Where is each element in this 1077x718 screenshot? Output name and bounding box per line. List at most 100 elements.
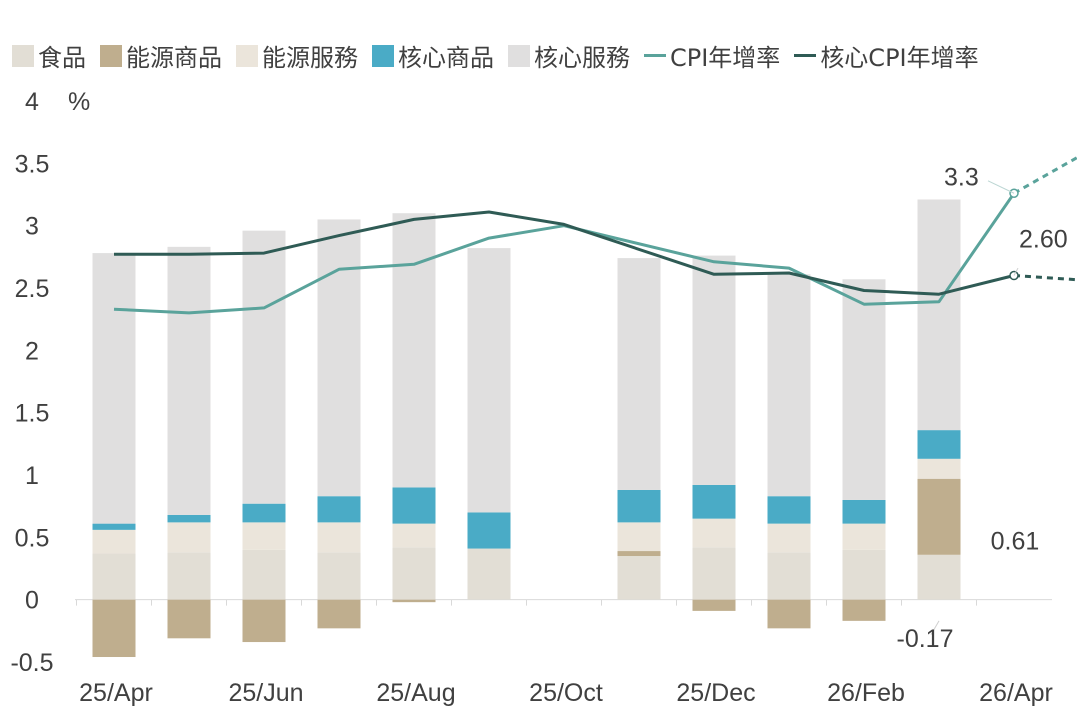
bar-segment-1-25-Jun [242,599,286,643]
y-tick-label: 4 [25,88,39,116]
bar-segment-4-25-Jun [242,230,286,504]
leader-energy-goods-feb [930,620,940,635]
forecast-line-1 [1013,274,1077,282]
forecast-line-0 [1013,155,1077,195]
bar-segment-0-25-Aug [392,547,436,600]
legend-item-core-cpi: 核心CPI年增率 [794,38,979,73]
legend-line-cpi [644,54,666,57]
bar-segment-3-25-Aug [392,487,436,524]
bar-segment-1-25-Dec [692,599,736,611]
data-label-energy-goods-mar: 0.61 [991,528,1040,556]
legend-item-core-goods: 核心商品 [372,38,494,73]
x-tick-label: 26/Feb [827,679,905,707]
bar-segment-0-26-Mar [917,554,961,600]
legend-item-energy-services: 能源服務 [236,38,358,73]
bar-segment-0-25-Apr [92,553,136,600]
bar-segment-0-25-Jul [317,552,361,600]
bar-segment-1-25-May [167,599,211,639]
legend-swatch-core-services [508,44,530,67]
y-unit-label: % [68,88,90,116]
legend-item-cpi: CPI年增率 [644,38,780,73]
bar-segment-1-25-Apr [92,599,136,658]
bar-segment-3-26-Jan [767,496,811,524]
bar-segment-2-25-Jul [317,522,361,553]
bar-segment-3-25-Sep [467,512,511,549]
bar-segment-2-25-Aug [392,523,436,548]
leader-cpi-last [987,180,1015,194]
bar-segment-4-25-Apr [92,253,136,524]
legend-item-core-services: 核心服務 [508,38,630,73]
bar-segment-4-25-May [167,246,211,515]
data-label-energy-goods-feb: -0.17 [897,625,954,653]
bar-segment-3-25-Nov [617,489,661,523]
x-tick-label: 25/Aug [376,679,455,707]
legend-item-food: 食品 [12,38,86,73]
bar-segment-1-25-Nov [617,551,661,557]
legend-swatch-food [12,44,34,67]
bar-segment-2-25-May [167,522,211,553]
bar-segment-1-25-Aug [392,599,436,603]
legend-label-energy-services: 能源服務 [262,44,358,72]
data-label-core-last: 2.60 [1019,226,1068,254]
leader-core-last [1013,267,1019,276]
legend-line-core-cpi [794,54,817,57]
bar-segment-4-26-Feb [842,279,886,500]
bar-segment-0-25-May [167,552,211,600]
bar-segment-4-25-Sep [467,248,511,513]
y-tick-label: -0.5 [10,649,53,677]
bar-segment-0-25-Jun [242,549,286,600]
bar-segment-4-25-Jul [317,219,361,497]
x-tick-label: 25/Oct [529,679,603,707]
y-tick-label: 1 [25,462,39,490]
bar-segment-1-25-Jul [317,599,361,629]
line-1 [114,210,1015,296]
bar-segment-3-25-Dec [692,484,736,519]
bar-segment-4-25-Aug [392,213,436,488]
bar-segment-3-25-Jun [242,503,286,523]
bar-segment-3-25-Jul [317,496,361,523]
legend-swatch-energy-services [236,44,258,67]
bar-segment-2-25-Nov [617,522,661,552]
y-tick-label: 3 [25,213,39,241]
bar-segment-2-26-Feb [842,523,886,550]
legend-swatch-energy-goods [100,44,122,67]
y-tick-label: 0 [25,587,39,615]
bar-segment-4-25-Dec [692,255,736,485]
y-tick-label: 3.5 [15,150,50,178]
legend-swatch-core-goods [372,44,394,67]
bar-segment-2-26-Jan [767,523,811,553]
bar-segment-1-26-Feb [842,599,886,621]
line-0 [113,192,1016,315]
y-tick-label: 0.5 [15,524,50,552]
bar-segment-0-25-Sep [467,548,511,600]
legend-label-cpi: CPI年增率 [670,44,781,72]
legend-label-core-cpi: 核心CPI年增率 [820,44,979,72]
bar-segment-0-25-Nov [617,556,661,600]
bar-segment-3-25-Apr [92,523,136,530]
legend-item-energy-goods: 能源商品 [100,38,222,73]
bar-segment-2-25-Apr [92,529,136,554]
legend-label-core-goods: 核心商品 [398,44,494,72]
bar-segment-3-25-May [167,514,211,523]
bar-segment-0-26-Jan [767,552,811,600]
bar-segment-3-26-Mar [917,430,961,459]
x-tick-label: 26/Apr [979,679,1053,707]
y-tick-label: 2.5 [15,275,50,303]
y-tick-label: 2 [25,337,39,365]
data-label-cpi-last: 3.3 [944,163,979,191]
bar-segment-2-26-Mar [917,458,961,479]
bar-segment-4-26-Mar [917,199,961,431]
legend-label-energy-goods: 能源商品 [126,44,222,72]
legend-label-food: 食品 [38,44,86,72]
chart-legend: 食品 能源商品 能源服務 核心商品 核心服務 CPI年增率 核心CPI年增率 [12,38,979,73]
legend-label-core-services: 核心服務 [534,44,630,72]
x-tick-label: 25/Apr [79,679,153,707]
x-tick-label: 25/Jun [228,679,303,707]
bar-segment-0-25-Dec [692,547,736,600]
bar-segment-2-25-Jun [242,522,286,550]
bar-segment-2-25-Dec [692,518,736,548]
bar-segment-0-26-Feb [842,549,886,600]
bar-segment-3-26-Feb [842,499,886,524]
bar-segment-4-26-Jan [767,274,811,497]
